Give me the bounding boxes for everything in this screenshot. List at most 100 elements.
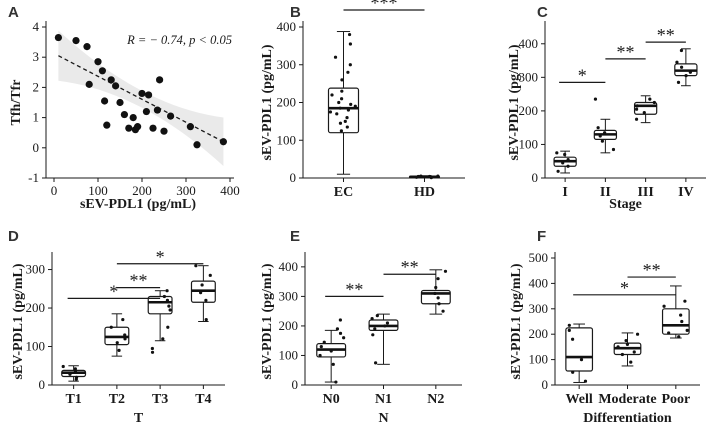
data-point — [373, 327, 377, 331]
significance-label: ** — [130, 271, 148, 291]
data-point — [165, 289, 169, 293]
data-point — [194, 264, 198, 268]
data-point — [634, 107, 639, 111]
data-point — [353, 104, 357, 108]
data-point — [121, 317, 125, 322]
data-point — [333, 55, 338, 59]
scatter-point — [167, 112, 175, 120]
data-point — [338, 106, 342, 110]
scatter-point — [160, 127, 168, 135]
data-point — [167, 304, 171, 308]
box-poor — [661, 285, 690, 339]
data-point — [123, 333, 127, 337]
panel-letter: B — [290, 4, 301, 21]
scatter-point — [101, 97, 109, 105]
panel-a: A -1 0 1 2 3 4 Tfh/Tfr 0 100 200 300 400 sEV-PDL1 (pg… — [8, 4, 240, 212]
y-tick-label: 200 — [519, 103, 539, 118]
box-iii — [633, 95, 658, 124]
y-axis-title: Tfh/Tfr — [9, 80, 24, 126]
y-tick-label: 300 — [529, 301, 549, 316]
y-tick-label: 100 — [277, 132, 297, 147]
data-point — [161, 337, 165, 341]
data-point — [166, 325, 170, 329]
box-t2 — [104, 313, 130, 357]
x-tick-label: 0 — [51, 183, 58, 198]
data-point — [611, 147, 616, 152]
data-point — [150, 350, 155, 354]
box-iqr — [327, 87, 360, 134]
x-tick-label: 100 — [88, 183, 108, 198]
data-point — [338, 331, 343, 335]
y-tick-label: 400 — [279, 259, 299, 274]
x-tick-label: T2 — [109, 392, 125, 407]
y-tick-label: 100 — [529, 352, 549, 367]
data-point — [204, 298, 208, 302]
scatter-point — [107, 76, 115, 84]
box-ec — [327, 31, 360, 175]
data-point — [688, 70, 692, 74]
x-tick-label: N2 — [427, 392, 444, 407]
panel-letter: A — [8, 4, 19, 21]
data-point — [123, 337, 127, 341]
x-tick-label: N0 — [323, 392, 340, 407]
y-tick-label: 0 — [292, 377, 299, 392]
box-n2 — [420, 269, 451, 315]
data-point — [345, 125, 349, 129]
data-point — [675, 60, 679, 64]
data-point — [441, 309, 445, 313]
x-tick-label: T3 — [152, 392, 168, 407]
scatter-point — [153, 106, 161, 114]
box-ii — [593, 97, 618, 154]
x-tick-label: IV — [678, 185, 694, 200]
data-point — [339, 129, 343, 133]
y-tick-label: 0 — [290, 170, 297, 185]
data-point — [345, 116, 349, 120]
data-point — [383, 324, 387, 328]
data-point — [648, 97, 652, 101]
x-axis-title: T — [134, 411, 144, 426]
significance-label: * — [156, 247, 165, 267]
data-point — [150, 346, 154, 351]
data-point — [343, 119, 347, 123]
data-point — [335, 112, 339, 116]
significance-label: * — [620, 278, 629, 298]
scatter-point — [72, 36, 80, 45]
box-i — [553, 150, 577, 174]
data-point — [335, 327, 340, 331]
data-point — [635, 332, 640, 336]
box-moderate — [613, 332, 642, 367]
panel-letter: F — [537, 228, 546, 245]
data-point — [436, 277, 440, 281]
data-point — [416, 174, 420, 179]
x-axis-title: sEV-PDL1 (pg/mL) — [80, 197, 196, 212]
y-tick-label: 300 — [279, 288, 299, 303]
data-point — [680, 319, 684, 324]
data-point — [436, 296, 440, 300]
significance-label: ** — [401, 257, 419, 277]
data-point — [642, 110, 646, 115]
data-point — [567, 323, 571, 327]
data-point — [567, 328, 571, 332]
data-point — [318, 353, 322, 358]
data-point — [371, 333, 375, 337]
data-point — [168, 308, 172, 312]
data-point — [348, 42, 353, 46]
data-point — [68, 372, 72, 376]
scatter-point — [186, 123, 194, 131]
data-point — [331, 362, 335, 366]
significance-label: ** — [345, 279, 363, 299]
x-tick-label: II — [600, 185, 611, 200]
x-tick-label: Well — [566, 392, 593, 407]
data-point — [162, 294, 166, 299]
scatter-point — [129, 114, 137, 122]
data-point — [319, 345, 323, 349]
data-point — [208, 273, 212, 277]
significance-label: ** — [617, 42, 635, 62]
data-point — [616, 345, 620, 349]
data-point — [338, 318, 342, 322]
data-point — [625, 342, 630, 346]
data-point — [662, 304, 666, 308]
